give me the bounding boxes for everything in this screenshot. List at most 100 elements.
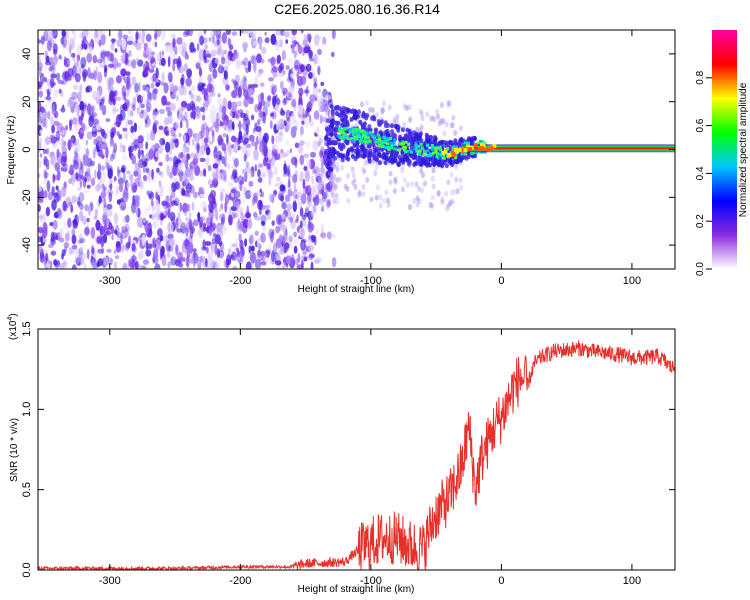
heatmap-cell — [148, 68, 155, 73]
heatmap-cell — [205, 246, 209, 254]
snr-x-axis-label: Height of straight line (km) — [298, 584, 415, 595]
heatmap-cell — [272, 66, 278, 73]
heatmap-cell — [115, 185, 119, 195]
heatmap-cell — [310, 151, 316, 158]
heatmap-cell — [313, 34, 320, 47]
heatmap-cell — [129, 173, 134, 183]
heatmap-cell — [288, 172, 291, 179]
heatmap-cell — [260, 250, 266, 257]
heatmap-cell — [136, 94, 144, 104]
heatmap-cell — [221, 156, 226, 165]
heatmap-cell — [300, 227, 305, 239]
heatmap-cell — [202, 256, 206, 268]
heatmap-cell — [368, 131, 372, 135]
heatmap-cell — [441, 117, 446, 124]
heatmap-cell — [476, 141, 480, 145]
heatmap-cell — [225, 30, 231, 36]
heatmap-cell — [438, 146, 442, 150]
heatmap-cell — [131, 182, 138, 194]
heatmap-cell — [293, 231, 297, 238]
heatmap-x-ticks: -300 -200 -100 0 100 — [99, 30, 641, 287]
heatmap-cell — [203, 91, 209, 102]
heatmap-cell — [183, 63, 188, 73]
heatmap-cell — [131, 243, 136, 252]
heatmap-cell — [324, 126, 329, 132]
heatmap-cell — [321, 102, 326, 109]
heatmap-cell — [181, 41, 187, 51]
heatmap-cell — [205, 146, 211, 156]
heatmap-cell — [65, 30, 70, 39]
heatmap-cell — [339, 111, 344, 116]
heatmap-cell — [196, 95, 201, 102]
heatmap-cell — [411, 136, 416, 142]
heatmap-cell — [377, 144, 381, 148]
heatmap-cell — [69, 119, 72, 131]
heatmap-cell — [170, 82, 175, 92]
heatmap-cell — [174, 46, 178, 55]
heatmap-cell — [426, 134, 430, 140]
heatmap-cell — [256, 237, 260, 249]
heatmap-cell — [426, 154, 430, 158]
heatmap-cell — [261, 250, 267, 260]
heatmap-cell — [313, 53, 318, 65]
heatmap-cell — [71, 30, 75, 35]
heatmap-cell — [307, 63, 311, 71]
heatmap-cell — [349, 127, 352, 131]
heatmap-cell — [82, 102, 87, 109]
heatmap-cell — [110, 153, 114, 162]
heatmap-cell — [468, 147, 473, 152]
heatmap-cell — [189, 100, 195, 111]
heatmap-cell — [435, 152, 439, 156]
heatmap-cell — [186, 104, 191, 109]
heatmap-cell — [78, 247, 84, 260]
heatmap-cell — [43, 190, 48, 199]
heatmap-cell — [271, 135, 275, 145]
heatmap-cell — [304, 65, 308, 71]
heatmap-cell — [162, 138, 166, 146]
heatmap-cell — [39, 66, 42, 78]
heatmap-cell — [199, 193, 205, 198]
heatmap-cell — [222, 245, 225, 256]
heatmap-cell — [204, 129, 209, 139]
heatmap-cell — [58, 54, 62, 60]
heatmap-cell — [73, 84, 79, 91]
heatmap-cell — [107, 162, 110, 168]
heatmap-cell — [408, 204, 413, 211]
heatmap-cell — [145, 141, 149, 150]
heatmap-cell — [262, 105, 269, 117]
heatmap-cell — [207, 179, 213, 186]
heatmap-cell — [38, 81, 43, 88]
heatmap-cell — [138, 263, 141, 269]
heatmap-cell — [348, 137, 352, 141]
x-tick-label: -300 — [99, 275, 121, 287]
heatmap-cell — [319, 137, 323, 144]
heatmap-cell — [238, 109, 244, 115]
heatmap-cell — [194, 94, 199, 103]
heatmap-cell — [306, 84, 309, 91]
heatmap-cell — [154, 199, 160, 212]
heatmap-cell — [243, 137, 249, 144]
heatmap-cell — [212, 121, 219, 128]
heatmap-cell — [453, 145, 457, 149]
colorbar-tick-label: 0.0 — [695, 262, 706, 276]
heatmap-cell — [209, 90, 216, 97]
heatmap-cell — [306, 197, 312, 208]
heatmap-cell — [293, 236, 299, 246]
heatmap-cell — [404, 145, 408, 149]
colorbar-tick-label: 0.8 — [695, 70, 706, 84]
heatmap-cell — [63, 242, 70, 249]
heatmap-cell — [389, 141, 393, 145]
heatmap-cell — [460, 152, 464, 156]
heatmap-cell — [38, 39, 42, 44]
heatmap-cell — [67, 139, 72, 151]
heatmap-cell — [49, 77, 55, 89]
heatmap-cell — [251, 114, 255, 121]
heatmap-cell — [49, 260, 53, 269]
heatmap-cell — [131, 159, 137, 165]
heatmap-cell — [178, 263, 184, 268]
heatmap-cell — [380, 139, 384, 143]
heatmap-cell — [372, 134, 376, 138]
heatmap-cell — [108, 191, 113, 203]
heatmap-cell — [127, 59, 133, 67]
heatmap-cell — [260, 100, 266, 107]
